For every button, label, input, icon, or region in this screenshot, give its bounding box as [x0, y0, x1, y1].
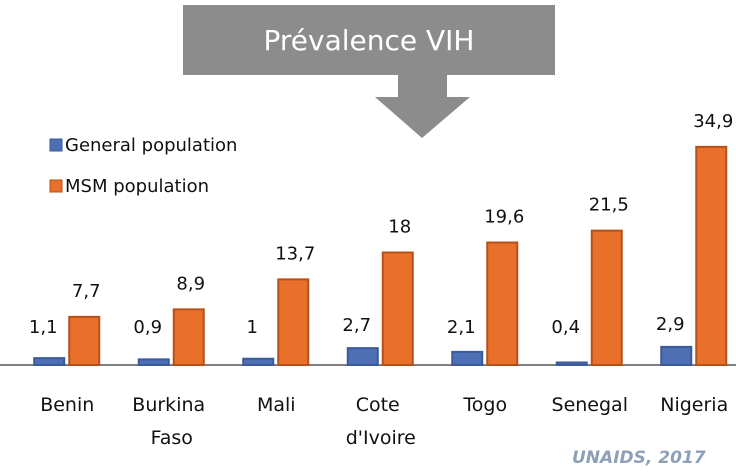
data-label: 2,1	[447, 317, 476, 338]
x-tick-line: Senegal	[552, 394, 628, 416]
bar	[660, 345, 693, 366]
legend-label: General population	[65, 135, 237, 156]
x-tick-line: Mali	[257, 394, 296, 416]
data-label: 1	[247, 317, 258, 338]
bar	[68, 315, 101, 366]
data-label: 34,9	[693, 111, 733, 132]
bar	[451, 350, 484, 366]
x-tick-line: Nigeria	[660, 394, 728, 416]
title-arrow	[183, 5, 555, 138]
x-tick-label: Senegal	[552, 394, 628, 416]
legend-swatch	[49, 179, 63, 193]
x-tick-line: Benin	[40, 394, 94, 416]
data-label: 19,6	[484, 207, 524, 228]
legend-swatch	[49, 138, 63, 152]
x-tick-line: Cote	[356, 394, 406, 416]
bar	[242, 357, 275, 366]
data-label: 13,7	[275, 243, 315, 264]
bar	[590, 229, 623, 366]
bar	[277, 278, 310, 366]
x-tick-line: Togo	[462, 394, 507, 416]
data-label: 1,1	[29, 317, 58, 338]
data-label: 0,4	[551, 317, 580, 338]
bar	[381, 251, 414, 366]
x-tick-line: Faso	[151, 427, 193, 449]
data-label: 2,7	[342, 315, 371, 336]
data-label: 21,5	[589, 195, 629, 216]
bar	[172, 308, 205, 366]
data-label: 8,9	[176, 273, 205, 294]
chart-title: Prévalence VIH	[264, 24, 475, 57]
bar	[486, 241, 519, 366]
x-tick-label: Togo	[462, 394, 507, 416]
x-tick-line: Burkina	[132, 394, 211, 416]
x-tick-label: Cote d'Ivoire	[346, 394, 416, 449]
x-tick-label: Burkina Faso	[132, 394, 211, 449]
x-tick-label: Benin	[40, 394, 94, 416]
data-label: 2,9	[656, 314, 685, 335]
bar	[555, 361, 588, 366]
source: UNAIDS, 2017	[572, 448, 706, 468]
x-tick-label: Nigeria	[660, 394, 728, 416]
data-label: 0,9	[133, 317, 162, 338]
data-label: 7,7	[72, 281, 101, 302]
x-tick-label: Mali	[257, 394, 296, 416]
bar	[33, 357, 66, 366]
data-label: 18	[388, 217, 411, 238]
bar	[346, 347, 379, 366]
x-tick-line: d'Ivoire	[346, 427, 416, 449]
bar	[695, 145, 728, 366]
legend-label: MSM population	[65, 176, 209, 197]
bar	[137, 358, 170, 366]
